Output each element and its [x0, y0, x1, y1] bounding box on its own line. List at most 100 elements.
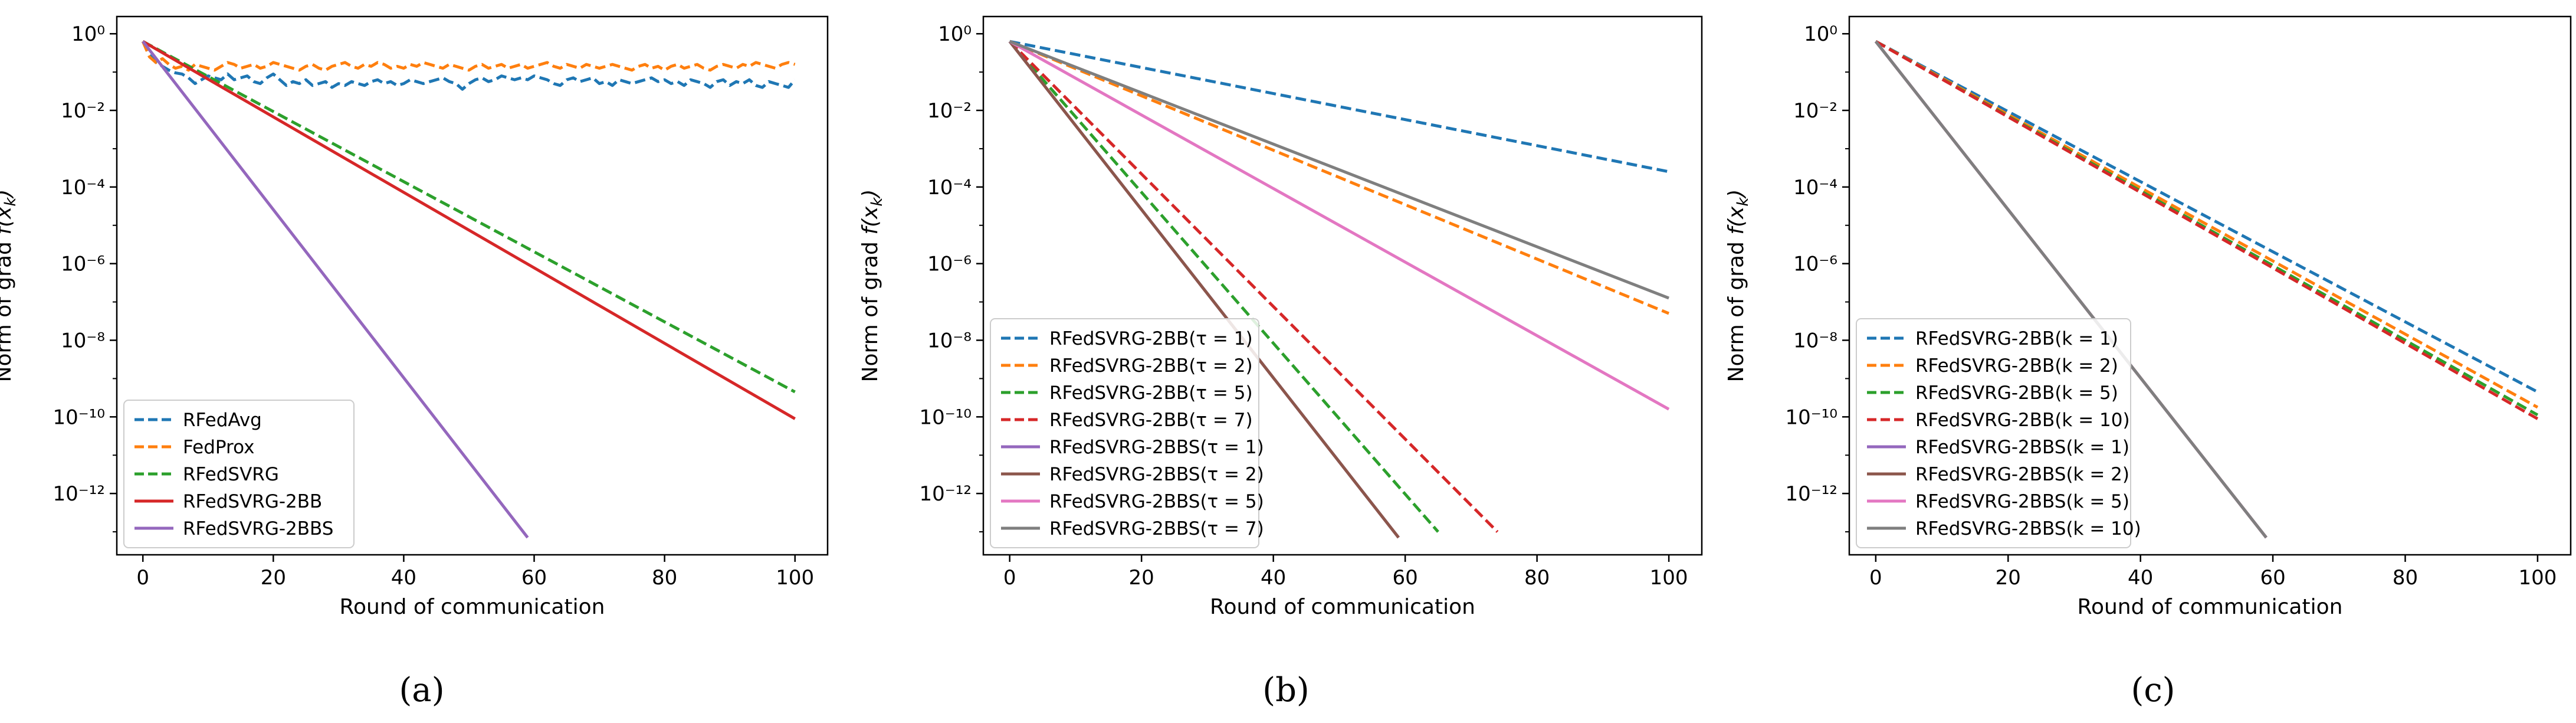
series-line-4: [1008, 40, 1499, 533]
legend-box: [1856, 318, 2131, 548]
legend: RFedAvg FedProx RFedSVRG RFedSVRG-2BB RFedSV…: [123, 400, 355, 548]
x-tick-label: 100: [1650, 566, 1688, 590]
x-axis-label: Round of communication: [2078, 595, 2343, 619]
y-tick-label: 10⁻¹²: [53, 482, 105, 506]
legend-label: RFedSVRG-2BB(τ = 5): [1049, 382, 1253, 404]
x-tick-label: 20: [1996, 566, 2021, 590]
series-line-4: [142, 40, 796, 420]
legend-label: RFedSVRG-2BB(k = 5): [1915, 382, 2118, 404]
legend-label: RFedAvg: [183, 410, 262, 431]
x-tick-label: 0: [1869, 566, 1882, 590]
y-tick-label: 10⁻⁸: [61, 329, 105, 352]
chart-panel-2: 0 20 40 60 80 100 10⁰ 10⁻² 10⁻⁴ 10⁻⁶ 10⁻⁸ 10⁻¹⁰ 10⁻¹…: [858, 15, 1703, 709]
legend-label: RFedSVRG-2BBS(τ = 5): [1049, 491, 1264, 512]
x-axis-label: Round of communication: [340, 595, 605, 619]
x-tick-label: 40: [2128, 566, 2153, 590]
y-tick-label: 10⁻¹⁰: [1786, 405, 1837, 429]
y-tick-label: 10⁰: [71, 22, 105, 46]
plot-area: [1874, 40, 2539, 539]
y-axis-label: Norm of grad f(xk): [1724, 189, 1752, 382]
y-tick-label: 10⁻¹²: [1786, 482, 1837, 506]
y-tick-label: 10⁻⁴: [61, 176, 105, 199]
series-line-7: [1009, 40, 1670, 411]
legend-label: RFedSVRG-2BBS(τ = 2): [1049, 464, 1264, 485]
x-tick-label: 80: [1524, 566, 1550, 590]
series-line-1: [1875, 40, 2539, 394]
y-tick-label: 10⁻²: [1793, 99, 1837, 123]
axes-frame: [982, 15, 1703, 556]
legend-box: [123, 400, 355, 548]
legend-label: RFedSVRG-2BBS(k = 5): [1915, 491, 2129, 512]
legend: RFedSVRG-2BB(τ = 1) RFedSVRG-2BB(τ = 2) RF…: [990, 318, 1264, 548]
y-tick-label: 10⁻⁴: [1793, 176, 1837, 199]
y-tick-label: 10⁻¹⁰: [920, 405, 972, 429]
plot-area: [1008, 40, 1670, 539]
x-tick-label: 20: [261, 566, 286, 590]
x-tick-label: 20: [1129, 566, 1154, 590]
x-tick-label: 60: [1393, 566, 1418, 590]
legend-label: RFedSVRG-2BB(k = 1): [1915, 328, 2118, 349]
legend-label: RFedSVRG-2BBS(k = 10): [1915, 518, 2141, 539]
legend: RFedSVRG-2BB(k = 1) RFedSVRG-2BB(k = 2) RF…: [1856, 318, 2141, 548]
series-line-2: [141, 41, 796, 72]
legend-label: FedProx: [183, 437, 254, 458]
x-tick-label: 0: [1003, 566, 1016, 590]
legend-label: RFedSVRG: [183, 464, 279, 485]
series-line-5: [142, 40, 529, 539]
y-tick-label: 10⁻⁴: [927, 176, 972, 199]
x-tick-label: 60: [2260, 566, 2285, 590]
x-tick-label: 40: [1261, 566, 1286, 590]
y-tick-label: 10⁻²: [61, 99, 105, 123]
y-axis-label: Norm of grad f(xk): [858, 189, 886, 382]
panel-label: (c): [2131, 671, 2175, 709]
legend-label: RFedSVRG-2BBS(τ = 7): [1049, 518, 1264, 539]
series-line-1: [141, 41, 796, 91]
series-line-3: [1008, 40, 1439, 533]
y-tick-label: 10⁻⁸: [927, 329, 972, 352]
legend-label: RFedSVRG-2BB: [183, 491, 322, 512]
y-tick-label: 10⁻⁶: [927, 253, 972, 276]
chart-panel-3: 0 20 40 60 80 100 10⁰ 10⁻² 10⁻⁴ 10⁻⁶ 10⁻⁸ 10⁻¹⁰ 10⁻¹…: [1724, 15, 2572, 709]
x-axis-label: Round of communication: [1210, 595, 1475, 619]
series-line-3: [142, 40, 796, 394]
legend-box: [990, 318, 1259, 548]
legend-label: RFedSVRG-2BBS: [183, 518, 333, 539]
legend-label: RFedSVRG-2BBS(k = 2): [1915, 464, 2129, 485]
plot-area: [141, 40, 796, 539]
series-line-8: [1874, 40, 2267, 539]
legend-label: RFedSVRG-2BB(τ = 7): [1049, 410, 1253, 431]
x-tick-label: 40: [391, 566, 416, 590]
x-tick-label: 0: [136, 566, 149, 590]
legend-label: RFedSVRG-2BBS(k = 1): [1915, 437, 2129, 458]
series-line-1: [1009, 40, 1669, 174]
x-tick-label: 100: [776, 566, 814, 590]
series-line-6: [1008, 40, 1400, 539]
panel-label: (b): [1262, 671, 1310, 709]
y-tick-label: 10⁰: [1804, 22, 1837, 46]
legend-label: RFedSVRG-2BB(k = 2): [1915, 355, 2118, 377]
panel-label: (a): [399, 671, 444, 709]
y-tick-label: 10⁻¹²: [920, 482, 972, 506]
legend-label: RFedSVRG-2BB(k = 10): [1915, 410, 2130, 431]
series-line-2: [1009, 40, 1670, 315]
y-tick-label: 10⁻⁶: [1793, 253, 1837, 276]
legend-label: RFedSVRG-2BB(τ = 2): [1049, 355, 1253, 377]
x-tick-label: 100: [2518, 566, 2557, 590]
legend-label: RFedSVRG-2BB(τ = 1): [1049, 328, 1253, 349]
x-tick-label: 80: [652, 566, 677, 590]
y-tick-label: 10⁻²: [927, 99, 972, 123]
y-tick-label: 10⁻¹⁰: [53, 405, 105, 429]
axes-frame: [116, 15, 829, 556]
series-line-4: [1875, 40, 2539, 420]
x-tick-label: 60: [521, 566, 547, 590]
y-tick-label: 10⁰: [938, 22, 972, 46]
legend-label: RFedSVRG-2BBS(τ = 1): [1049, 437, 1264, 458]
axes-frame: [1848, 15, 2572, 556]
x-tick-label: 80: [2393, 566, 2418, 590]
series-line-8: [1009, 40, 1670, 300]
chart-panel-1: 0 20 40 60 80 100 10⁰ 10⁻² 10⁻⁴ 10⁻⁶ 10⁻⁸ 10⁻¹⁰ 10⁻¹…: [0, 15, 829, 709]
y-tick-label: 10⁻⁶: [61, 253, 105, 276]
y-axis-label: Norm of grad f(xk): [0, 189, 19, 382]
y-tick-label: 10⁻⁸: [1793, 329, 1837, 352]
